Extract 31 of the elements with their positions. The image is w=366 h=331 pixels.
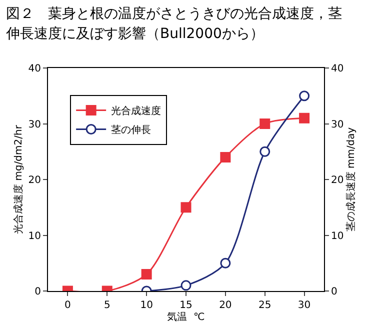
point [180, 280, 192, 291]
point [299, 90, 310, 102]
y2-tick-label: 20 [331, 175, 344, 186]
y2-tick-label: 40 [331, 64, 344, 74]
x-tick-label: 0 [64, 300, 71, 311]
y-axis-title: 光合成速度 mg/dm2/hr [12, 124, 24, 234]
y-tick-label: 10 [28, 230, 41, 242]
legend-label: 光合成速度 [111, 105, 162, 118]
x-axis-title: 気温 ℃ [167, 311, 205, 323]
y2-axis-title: 茎の成長速度 mm/day [345, 127, 358, 232]
x-tick-label: 30 [298, 300, 311, 311]
y-tick-label: 20 [28, 175, 41, 186]
y-tick-label: 30 [28, 119, 41, 130]
point [260, 146, 270, 157]
y-tick-label: 40 [28, 64, 41, 74]
y2-tick-label: 30 [331, 119, 344, 130]
x-tick-label: 10 [140, 300, 153, 311]
y2-tick-label: 10 [331, 230, 344, 242]
x-tick-label: 15 [180, 300, 192, 311]
x-tick-label: 5 [104, 300, 110, 311]
x-tick-label: 20 [219, 300, 232, 311]
y2-tick-label: 0 [331, 286, 338, 298]
chart-title: 図２ 葉身と根の温度がさとうきびの光合成速度，茎伸長速度に及ぼす影響（Bull2000から） [6, 5, 343, 44]
y-tick-label: 0 [34, 286, 41, 298]
point [220, 258, 231, 268]
point [220, 152, 231, 162]
point [260, 118, 270, 129]
point [299, 112, 310, 124]
x-tick-label: 25 [258, 300, 272, 311]
legend-label: 茎の伸長 [111, 124, 152, 136]
point [180, 202, 192, 213]
